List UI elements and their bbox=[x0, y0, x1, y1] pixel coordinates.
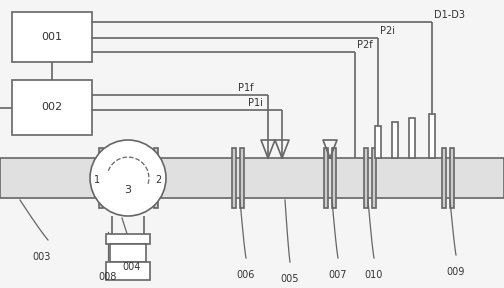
Text: 001: 001 bbox=[41, 32, 62, 42]
Bar bbox=[12, 12, 92, 62]
Bar bbox=[450, 148, 454, 208]
Text: 008: 008 bbox=[99, 272, 117, 282]
Bar bbox=[106, 262, 150, 280]
Bar bbox=[324, 148, 328, 208]
Bar bbox=[146, 148, 150, 208]
Bar bbox=[12, 80, 92, 135]
Text: 002: 002 bbox=[41, 103, 62, 113]
Text: 003: 003 bbox=[33, 252, 51, 262]
Bar bbox=[99, 148, 103, 208]
Bar bbox=[154, 148, 158, 208]
Bar bbox=[392, 122, 398, 158]
Circle shape bbox=[90, 140, 166, 216]
Text: P2f: P2f bbox=[357, 40, 372, 50]
Bar bbox=[372, 148, 376, 208]
Bar bbox=[409, 118, 415, 158]
Bar bbox=[240, 148, 244, 208]
Text: 2: 2 bbox=[156, 175, 162, 185]
Text: 007: 007 bbox=[329, 270, 347, 280]
Bar bbox=[429, 114, 435, 158]
Bar bbox=[232, 148, 236, 208]
Text: P1i: P1i bbox=[248, 98, 263, 108]
Bar bbox=[0, 158, 504, 198]
Bar bbox=[375, 126, 381, 158]
Text: 1: 1 bbox=[94, 175, 100, 185]
Text: 3: 3 bbox=[124, 185, 132, 195]
Bar bbox=[107, 148, 111, 208]
Text: 005: 005 bbox=[281, 274, 299, 284]
Text: D1-D3: D1-D3 bbox=[434, 10, 465, 20]
Text: 006: 006 bbox=[237, 270, 255, 280]
Text: 004: 004 bbox=[123, 262, 141, 272]
Bar bbox=[364, 148, 368, 208]
Bar bbox=[106, 234, 150, 244]
Bar bbox=[110, 244, 146, 262]
Text: P1f: P1f bbox=[238, 83, 254, 93]
Text: 010: 010 bbox=[365, 270, 383, 280]
Bar bbox=[332, 148, 336, 208]
Text: P2i: P2i bbox=[380, 26, 395, 36]
Text: 009: 009 bbox=[447, 267, 465, 277]
Bar bbox=[442, 148, 446, 208]
